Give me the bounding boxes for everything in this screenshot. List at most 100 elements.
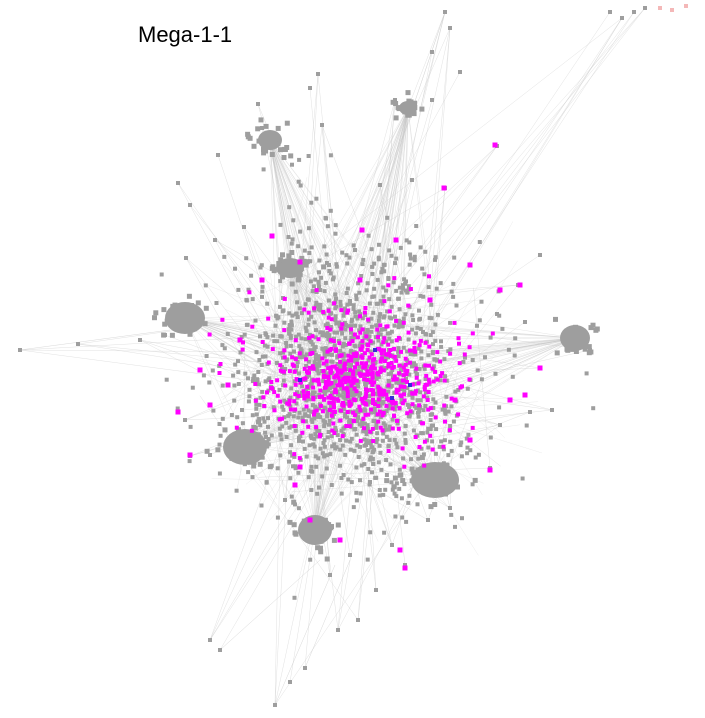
- graph-node: [387, 248, 392, 253]
- graph-node: [246, 470, 251, 475]
- graph-node: [434, 286, 439, 291]
- highlighted-node: [382, 348, 386, 353]
- graph-node: [348, 390, 353, 395]
- graph-node: [330, 352, 335, 357]
- graph-node: [477, 240, 482, 244]
- highlighted-node: [366, 343, 371, 348]
- graph-node: [306, 297, 311, 302]
- highlighted-node: [376, 419, 381, 424]
- graph-node: [358, 324, 363, 329]
- graph-node: [357, 364, 362, 369]
- highlighted-node: [306, 310, 311, 315]
- graph-node: [419, 356, 424, 361]
- highlighted-node: [396, 426, 401, 431]
- graph-node: [365, 328, 370, 333]
- graph-node: [329, 434, 334, 439]
- graph-node: [327, 386, 332, 391]
- graph-node: [294, 334, 299, 339]
- highlighted-node: [321, 397, 326, 401]
- graph-node: [444, 378, 449, 383]
- graph-node: [432, 485, 438, 491]
- highlighted-node: [408, 348, 412, 353]
- graph-node: [351, 306, 356, 311]
- graph-node: [260, 354, 265, 359]
- graph-node: [365, 448, 370, 453]
- graph-node: [454, 303, 459, 308]
- highlighted-node: [386, 383, 391, 388]
- graph-node: [385, 215, 390, 220]
- graph-node: [340, 331, 345, 336]
- graph-node: [236, 382, 241, 386]
- graph-node: [349, 421, 354, 426]
- graph-node: [396, 349, 401, 354]
- highlighted-node: [381, 388, 385, 393]
- graph-node: [329, 404, 333, 409]
- graph-node: [259, 263, 264, 268]
- highlighted-node: [386, 362, 391, 366]
- graph-node: [280, 274, 285, 280]
- highlighted-node: [314, 408, 319, 413]
- graph-node: [431, 423, 435, 428]
- highlighted-node: [337, 354, 342, 359]
- graph-node: [251, 376, 256, 381]
- graph-node: [389, 329, 394, 334]
- highlighted-node: [347, 341, 352, 346]
- graph-node: [584, 371, 589, 376]
- graph-node: [326, 388, 331, 393]
- graph-node: [343, 373, 347, 378]
- highlighted-node: [402, 392, 406, 397]
- graph-node: [349, 319, 354, 324]
- highlighted-node: [352, 413, 357, 418]
- highlighted-node: [362, 351, 367, 356]
- graph-node: [322, 350, 327, 355]
- graph-node: [228, 443, 233, 448]
- graph-node: [429, 302, 434, 307]
- graph-node: [308, 434, 313, 439]
- graph-node: [348, 349, 353, 354]
- graph-node: [257, 358, 262, 362]
- graph-node: [274, 361, 279, 365]
- highlighted-node: [347, 424, 352, 429]
- graph-node: [399, 382, 404, 387]
- highlighted-node: [382, 359, 387, 364]
- highlighted-node: [378, 359, 383, 364]
- graph-node: [338, 365, 343, 370]
- graph-node: [161, 307, 167, 313]
- graph-node: [436, 474, 442, 479]
- highlighted-node: [467, 437, 473, 443]
- graph-node: [295, 364, 299, 369]
- highlighted-node: [371, 401, 376, 406]
- graph-node: [294, 401, 299, 406]
- highlighted-node: [345, 394, 350, 399]
- graph-node: [341, 473, 346, 477]
- highlighted-node: [241, 340, 245, 345]
- highlighted-node: [402, 464, 407, 469]
- graph-node: [297, 157, 302, 162]
- highlighted-node: [348, 379, 352, 384]
- graph-node: [381, 399, 386, 404]
- highlighted-node: [358, 347, 363, 352]
- graph-node: [289, 250, 295, 255]
- graph-node: [383, 356, 388, 361]
- graph-node: [404, 238, 409, 243]
- graph-node: [411, 318, 416, 322]
- graph-node: [292, 379, 297, 384]
- highlighted-node: [381, 340, 386, 345]
- graph-node: [393, 261, 397, 266]
- graph-node: [274, 313, 279, 318]
- highlighted-node: [405, 368, 410, 373]
- highlighted-node: [334, 348, 339, 353]
- highlighted-node: [331, 339, 336, 343]
- highlighted-node: [370, 392, 375, 397]
- highlighted-node: [334, 366, 339, 371]
- highlighted-node: [394, 377, 399, 382]
- graph-node: [264, 332, 269, 337]
- graph-node: [425, 468, 430, 472]
- highlighted-node: [427, 344, 432, 349]
- graph-node: [336, 392, 340, 397]
- graph-node: [430, 50, 434, 54]
- graph-node: [355, 408, 360, 412]
- graph-node: [258, 334, 262, 339]
- highlighted-node: [428, 433, 433, 438]
- graph-node: [316, 72, 320, 76]
